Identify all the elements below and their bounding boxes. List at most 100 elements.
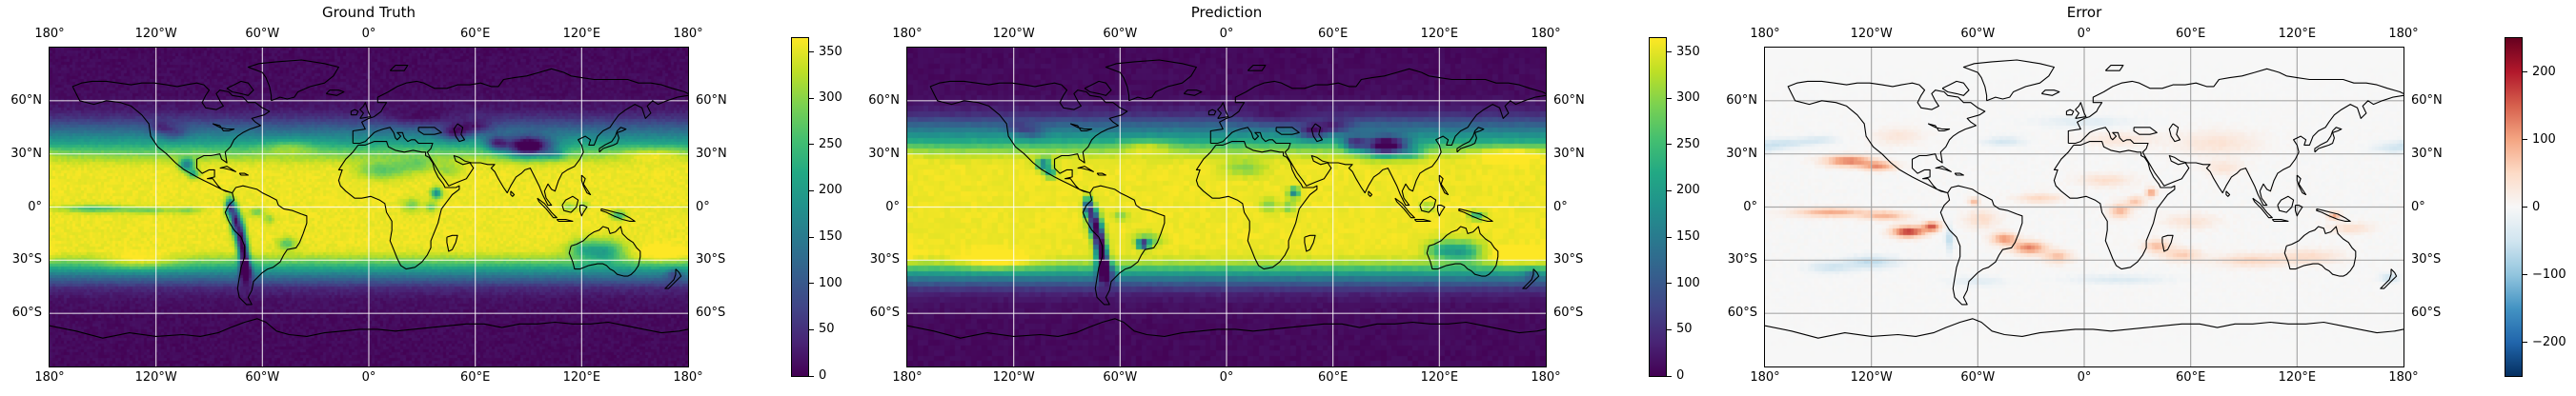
coastline-greenland (247, 59, 339, 102)
coastline-madagascar (1304, 234, 1316, 252)
lon-tick-label-bottom: 180° (2388, 370, 2419, 385)
colorbar-tick-label: 300 (819, 90, 842, 106)
coastline-north-america (929, 80, 1128, 194)
coastline-hispaniola (238, 172, 249, 176)
colorbar-tick-label: 200 (1676, 183, 1700, 198)
lon-tick-label-bottom: 60°E (460, 370, 491, 385)
coastline-antarctica (50, 318, 688, 339)
coastline-philippines (2296, 174, 2307, 196)
colorbar-prediction: 0 50 100 150 200 250 300 350 (1649, 37, 1700, 383)
colorbar-tick-mark (1667, 144, 1672, 146)
lon-tick-label-top: 60°W (245, 27, 280, 41)
map-ground-truth (49, 47, 689, 367)
colorbar-tick-mark (1667, 375, 1672, 377)
lon-tick-label-bottom: 180° (892, 370, 923, 385)
lat-tick-label-left: 60°S (869, 306, 900, 321)
coastline-great-lakes (1927, 123, 1951, 132)
map-overlay-error (1765, 48, 2404, 366)
coastline-caspian-sea (2168, 123, 2181, 143)
coastline-cuba (1935, 166, 1952, 172)
lon-tick-label-top: 180° (1531, 27, 1561, 41)
lat-tick-label-right: 30°S (2411, 252, 2442, 267)
lon-tick-label-top: 180° (892, 27, 923, 41)
lon-tick-label-top: 120°W (992, 27, 1035, 41)
coastline-iceland (2040, 89, 2060, 96)
coastline-java (556, 218, 574, 222)
coastline-japan (1456, 127, 1485, 153)
lat-tick-label-right: 30°S (696, 252, 726, 267)
coastline-hispaniola (1954, 172, 1964, 176)
coastline-sulawesi (578, 205, 588, 217)
colorbar-tick-label: 100 (819, 275, 842, 290)
lon-tick-label-top: 120°W (134, 27, 177, 41)
lat-tick-label-left: 0° (28, 199, 42, 214)
coastline-north-america (71, 80, 271, 194)
lat-tick-label-right: 0° (1553, 199, 1568, 214)
lat-tick-label-left: 60°S (11, 306, 42, 321)
coastline-asia-south (1210, 94, 1546, 207)
colorbar-tick-label: 150 (1676, 229, 1700, 245)
lon-tick-label-bottom: 60°W (245, 370, 280, 385)
lat-tick-label-right: 0° (2411, 199, 2425, 214)
coastline-australia (568, 226, 641, 277)
lat-tick-label-left: 30°N (1726, 146, 1757, 161)
coastline-iceland (325, 89, 345, 96)
coastline-japan (2314, 127, 2343, 153)
lat-tick-label-left: 30°S (1727, 252, 1757, 267)
lon-tick-label-top: 0° (2077, 27, 2092, 41)
coastline-new-guinea (1458, 208, 1493, 222)
colorbar-tick-label: −100 (2532, 267, 2566, 282)
coastline-java (2271, 218, 2289, 222)
lon-tick-label-bottom: 120°E (1420, 370, 1459, 385)
coastline-borneo (561, 195, 579, 213)
coastline-ireland (2065, 109, 2075, 116)
coastline-sri-lanka (510, 190, 516, 197)
colorbar-tick-mark (2523, 342, 2527, 343)
colorbar-tick-label: 0 (819, 368, 827, 383)
lat-tick-label-right: 0° (696, 199, 710, 214)
colorbar-tick-mark (2523, 207, 2527, 208)
coastline-philippines (1438, 174, 1450, 196)
lat-tick-label-right: 30°N (2411, 146, 2443, 161)
colorbar-tick-mark (809, 97, 814, 99)
lat-tick-label-right: 60°S (2411, 306, 2442, 321)
colorbar-tick-label: 50 (1676, 322, 1693, 337)
lat-tick-label-left: 60°N (10, 92, 42, 108)
lat-tick-label-right: 30°S (1553, 252, 1584, 267)
panel-title-prediction: Prediction (1190, 4, 1263, 21)
lat-tick-label-left: 30°S (11, 252, 42, 267)
colorbar-tick-mark (809, 375, 814, 377)
colorbar-tick-label: 200 (819, 183, 842, 198)
coastline-new-guinea (600, 208, 636, 222)
coastline-caspian-sea (1310, 123, 1324, 143)
lon-tick-label-bottom: 0° (1219, 370, 1234, 385)
colorbar-tick-mark (809, 144, 814, 146)
coastline-antarctica (1765, 318, 2404, 339)
colorbar-tick-mark (1667, 51, 1672, 53)
coastline-hispaniola (1096, 172, 1106, 176)
coastline-madagascar (2161, 234, 2174, 252)
colorbar-tick-mark (809, 328, 814, 330)
coastline-eurasia-arctic (1209, 68, 1546, 144)
coastline-sumatra (537, 197, 558, 219)
lat-tick-label-left: 30°S (869, 252, 900, 267)
coastline-svalbard (1247, 65, 1267, 71)
coastline-svalbard (389, 65, 409, 71)
colorbar-ground-truth: 0 50 100 150 200 250 300 350 (791, 37, 842, 383)
coastline-great-britain (359, 102, 372, 119)
lon-tick-label-top: 180° (673, 27, 703, 41)
colorbar-tick-label: 250 (819, 136, 842, 151)
lon-tick-label-bottom: 180° (1531, 370, 1561, 385)
coastline-baffin-island (1084, 80, 1112, 96)
colorbar-tick-label: 350 (819, 44, 842, 59)
colorbar-tick-mark (2523, 274, 2527, 275)
coastline-borneo (2277, 195, 2295, 213)
coastline-sri-lanka (2225, 190, 2231, 197)
colorbar-tick-label: 100 (1676, 275, 1700, 290)
colorbar-tick-label: 50 (819, 322, 835, 337)
coastline-sumatra (1394, 197, 1415, 219)
coastline-new-zealand (1522, 268, 1540, 289)
lon-tick-label-bottom: 120°W (992, 370, 1035, 385)
colorbar-tick-label: 200 (2532, 64, 2556, 79)
coastline-antarctica (907, 318, 1546, 339)
